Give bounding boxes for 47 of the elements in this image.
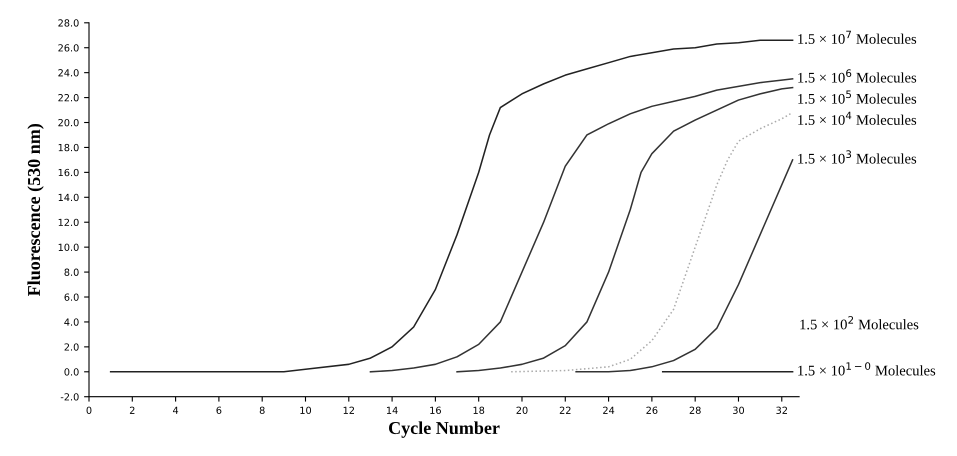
x-tick-label: 16 (430, 406, 441, 414)
y-tick-label: 18.0 (58, 144, 79, 152)
x-tick-label: 14 (386, 406, 398, 414)
series-label: 1.5 × 10$^{6}$ Molecules (798, 69, 916, 83)
x-axis-title: Cycle Number (389, 421, 500, 438)
x-tick-label: 32 (776, 406, 787, 414)
line-series (510, 112, 794, 373)
x-tick-label: 6 (216, 406, 222, 414)
y-tick-label: -2.0 (60, 393, 79, 401)
y-tick-label: 24.0 (58, 69, 79, 76)
line-series (575, 159, 794, 373)
y-tick-label: 2.0 (64, 343, 79, 351)
x-tick-label: 10 (300, 406, 312, 414)
y-tick-label: 16.0 (58, 168, 79, 176)
x-tick-label: 22 (560, 406, 570, 414)
x-tick-label: 2 (130, 406, 134, 414)
y-tick-label: 0.0 (64, 368, 79, 376)
x-tick-label: 18 (474, 406, 484, 414)
line-series (456, 86, 794, 373)
x-tick-label: 24 (603, 406, 614, 414)
x-tick-label: 28 (690, 406, 701, 414)
x-tick-label: 0 (86, 406, 92, 414)
y-tick-label: 12.0 (58, 218, 79, 226)
y-tick-label: 10.0 (58, 244, 79, 251)
y-tick-label: 4.0 (64, 318, 79, 326)
y-tick-label: 6.0 (64, 293, 79, 301)
y-axis-title: Fluorescence (530 nm) (27, 124, 44, 296)
line-series (110, 39, 794, 373)
x-tick-label: 30 (733, 406, 744, 414)
series-label: 1.5 × 10$^{4}$ Molecules (798, 112, 916, 125)
series-label: 1.5 × 10$^{1−0}$ Molecules (798, 362, 936, 376)
y-tick-label: 28.0 (58, 19, 79, 27)
line-series (370, 78, 794, 373)
x-tick-label: 26 (646, 406, 658, 414)
text: 1.5 × 10$^{2}$ Molecules (800, 316, 918, 330)
series-label: 1.5 × 10$^{3}$ Molecules (798, 150, 916, 164)
x-tick-label: 8 (260, 406, 265, 414)
y-tick-label: 20.0 (58, 118, 79, 126)
y-tick-label: 26.0 (58, 44, 79, 52)
y-tick-label: 22.0 (58, 94, 79, 102)
y-tick-label: 14.0 (58, 194, 79, 202)
x-tick-label: 20 (516, 406, 528, 414)
y-tick-label: 8.0 (64, 268, 79, 276)
x-tick-label: 12 (344, 406, 354, 414)
series-label: 1.5 × 10$^{5}$ Molecules (798, 90, 916, 104)
series-label: 1.5 × 10$^{7}$ Molecules (798, 30, 916, 44)
x-tick-label: 4 (172, 406, 178, 414)
